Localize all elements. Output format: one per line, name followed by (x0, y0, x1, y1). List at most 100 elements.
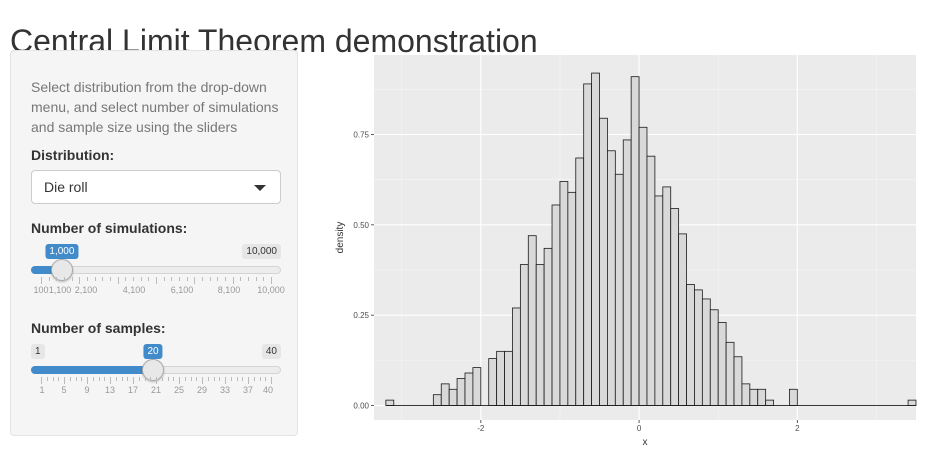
samp-tick-mark (179, 377, 180, 384)
samp-tick-mark (87, 377, 88, 384)
simulations-tick-label: 1,100 (48, 285, 72, 295)
y-tick-label: 0.75 (353, 131, 369, 140)
samples-tick-label: 5 (61, 385, 67, 395)
y-tick-label: 0.00 (353, 402, 369, 411)
y-axis-ticks: 0.00 0.25 0.50 0.75 (353, 131, 374, 411)
samp-tick-mark (156, 377, 157, 384)
histogram-bar (630, 76, 640, 406)
sim-tick-mark (110, 277, 111, 281)
histogram-bar (575, 157, 585, 406)
histogram-bar (591, 72, 600, 406)
sim-tick-mark (94, 277, 96, 281)
histogram-bar (709, 309, 719, 406)
samp-tick-mark (64, 377, 65, 384)
histogram-bar (488, 358, 498, 406)
samp-tick-mark (121, 377, 123, 381)
x-axis-label: x (643, 437, 648, 448)
histogram-bar (749, 388, 759, 406)
samp-tick-mark (115, 377, 117, 381)
samp-tick-mark (52, 377, 54, 381)
samp-tick-mark (161, 377, 163, 381)
samp-tick-mark (150, 377, 152, 381)
histogram-bar (670, 208, 680, 406)
simulations-max-badge: 10,000 (242, 244, 281, 259)
sim-tick-mark (217, 277, 219, 281)
sim-tick-mark (64, 277, 65, 281)
samp-tick-mark (81, 377, 83, 381)
samp-tick-mark (138, 377, 140, 381)
y-axis-label: density (335, 222, 346, 254)
simulations-track-fill (31, 266, 62, 274)
samp-tick-mark (248, 377, 249, 384)
simulations-slider[interactable]: 10,000 1,000 100 1,100 2,100 4,100 6,100… (31, 244, 285, 304)
samples-tick-label: 17 (127, 385, 139, 395)
samples-slider[interactable]: 1 40 20 1 5 9 13 17 21 25 29 33 37 40 (31, 344, 281, 404)
sim-tick-mark (48, 277, 50, 281)
samples-tick-label: 13 (104, 385, 116, 395)
histogram-bar (614, 173, 624, 406)
samp-tick-mark (219, 377, 221, 381)
distribution-select[interactable]: Die roll (31, 170, 281, 204)
samples-tick-label: 40 (262, 385, 274, 395)
histogram-bar (654, 195, 664, 406)
histogram-bar (741, 383, 751, 406)
sim-tick-mark (248, 277, 249, 281)
histogram-bar (607, 150, 616, 406)
histogram-bars (385, 72, 917, 406)
simulations-tick-label: 4,100 (122, 285, 146, 295)
samp-tick-mark (190, 377, 192, 381)
samp-tick-mark (98, 377, 100, 381)
samp-tick-mark (69, 377, 71, 381)
sim-tick-mark (56, 277, 58, 281)
sim-tick-mark (156, 277, 157, 284)
caret-down-icon[interactable] (254, 185, 266, 191)
samp-tick-mark (58, 377, 60, 381)
histogram-bar (512, 307, 521, 406)
simulations-slider-handle[interactable] (50, 259, 73, 281)
sim-tick-mark (194, 277, 196, 284)
samples-tick-label: 29 (196, 385, 208, 395)
samp-tick-mark (213, 377, 215, 381)
histogram-bar (472, 367, 482, 406)
y-tick-label: 0.50 (353, 221, 369, 230)
histogram-bar (622, 139, 632, 406)
samp-tick-mark (259, 377, 261, 381)
histogram-bar (789, 388, 798, 406)
sim-tick-mark (148, 277, 150, 281)
samp-tick-mark (110, 377, 111, 384)
samp-tick-mark (265, 377, 267, 381)
plot-background (374, 55, 916, 420)
simulations-tick-label: 2,100 (74, 285, 98, 295)
sidebar-description: Select distribution from the drop-down m… (31, 79, 279, 135)
samples-value-badge: 20 (143, 344, 163, 359)
simulations-tick-label: 6,100 (170, 285, 194, 295)
samples-label: Number of samples: (31, 320, 166, 336)
simulations-tick-label: 10,000 (257, 285, 285, 295)
simulations-value-badge: 1,000 (45, 244, 79, 259)
sim-tick-mark (255, 277, 257, 281)
histogram-bar (519, 264, 529, 406)
samples-tick-label: 33 (219, 385, 231, 395)
samp-tick-mark (133, 377, 134, 384)
sim-tick-mark (240, 277, 242, 281)
simulations-tick-label: 8,100 (217, 285, 241, 295)
samp-tick-mark (253, 377, 255, 381)
x-tick-label: 2 (795, 424, 800, 433)
distribution-selected-value: Die roll (44, 179, 88, 195)
histogram-bar (543, 247, 553, 406)
histogram-bar (440, 383, 450, 406)
samples-slider-handle[interactable] (142, 359, 165, 381)
samples-tick-label: 1 (39, 385, 45, 395)
sim-tick-mark (179, 277, 180, 281)
x-axis-ticks: -2 0 2 (477, 420, 800, 433)
samp-tick-mark (271, 377, 272, 384)
sim-tick-mark (163, 277, 165, 281)
samples-track-fill (31, 366, 154, 374)
samp-tick-mark (202, 377, 203, 384)
y-tick-label: 0.25 (353, 311, 369, 320)
samp-tick-mark (46, 377, 48, 381)
samples-min-badge: 1 (31, 344, 45, 359)
histogram-bar (448, 388, 458, 406)
histogram-bar (757, 388, 767, 406)
histogram-bar (717, 322, 727, 406)
